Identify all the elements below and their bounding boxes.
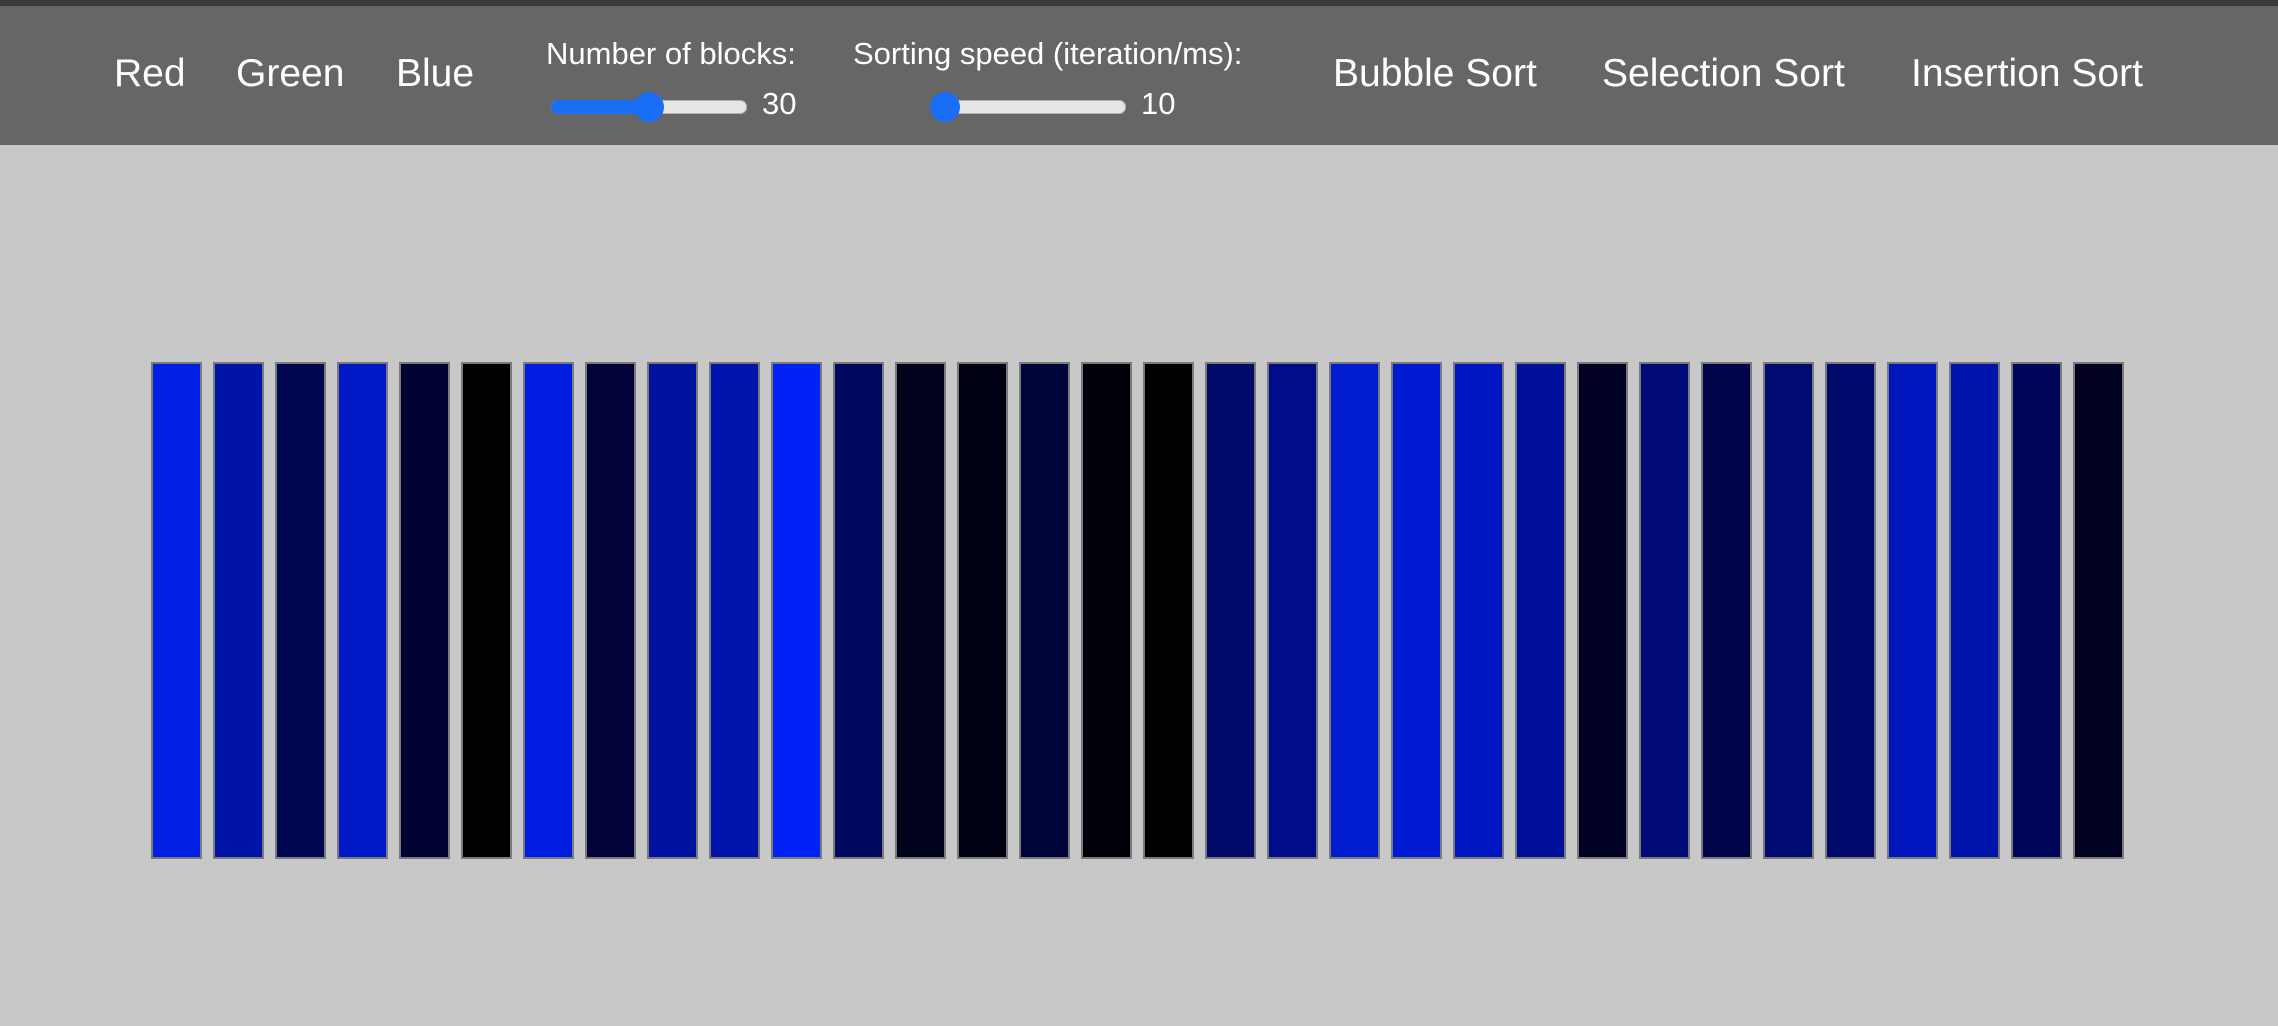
slider-thumb[interactable] [930, 92, 960, 122]
color-block [1143, 362, 1194, 859]
color-block [523, 362, 574, 859]
color-block [1763, 362, 1814, 859]
slider-fill [551, 100, 649, 114]
window-top-edge [0, 0, 2278, 6]
blue-button[interactable]: Blue [396, 52, 475, 95]
color-block [1329, 362, 1380, 859]
slider-thumb[interactable] [634, 92, 664, 122]
toolbar: Red Green Blue Number of blocks: 30 Sort… [0, 6, 2278, 145]
blocks-container [151, 362, 2125, 861]
color-block [1887, 362, 1938, 859]
sorting-speed-label: Sorting speed (iteration/ms): [853, 36, 1243, 71]
color-block [1577, 362, 1628, 859]
selection-sort-button[interactable]: Selection Sort [1602, 52, 1845, 95]
color-block [1515, 362, 1566, 859]
color-block [1019, 362, 1070, 859]
color-block [275, 362, 326, 859]
sorting-speed-value: 10 [1141, 86, 1176, 121]
color-block [585, 362, 636, 859]
color-block [1453, 362, 1504, 859]
color-block [461, 362, 512, 859]
color-block [709, 362, 760, 859]
color-block [895, 362, 946, 859]
blocks-count-value: 30 [762, 86, 797, 121]
color-block [1267, 362, 1318, 859]
color-block [399, 362, 450, 859]
color-block [957, 362, 1008, 859]
red-button[interactable]: Red [114, 52, 186, 95]
color-block [1081, 362, 1132, 859]
color-block [151, 362, 202, 859]
color-block [833, 362, 884, 859]
bubble-sort-button[interactable]: Bubble Sort [1333, 52, 1537, 95]
color-block [1639, 362, 1690, 859]
color-block [1701, 362, 1752, 859]
color-block [2073, 362, 2124, 859]
color-block [1205, 362, 1256, 859]
insertion-sort-button[interactable]: Insertion Sort [1911, 52, 2143, 95]
color-block [771, 362, 822, 859]
blocks-count-label: Number of blocks: [546, 36, 796, 71]
sorting-speed-slider[interactable] [930, 92, 1126, 122]
blocks-count-slider[interactable] [551, 92, 747, 122]
green-button[interactable]: Green [236, 52, 345, 95]
color-block [1391, 362, 1442, 859]
color-block [337, 362, 388, 859]
color-block [1949, 362, 2000, 859]
slider-track [930, 100, 1126, 114]
color-block [2011, 362, 2062, 859]
color-block [213, 362, 264, 859]
color-block [1825, 362, 1876, 859]
color-block [647, 362, 698, 859]
